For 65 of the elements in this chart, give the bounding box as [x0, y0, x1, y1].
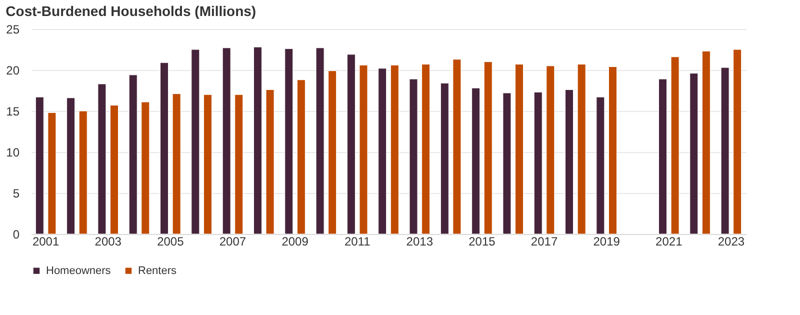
bar — [378, 68, 387, 234]
bar — [128, 74, 138, 234]
bar — [484, 62, 492, 234]
bar — [472, 88, 480, 234]
x-tick-label: 2017 — [530, 234, 558, 248]
y-tick-label: 25 — [6, 22, 20, 36]
bar — [78, 110, 88, 234]
bar — [328, 70, 337, 234]
y-tick-label: 0 — [12, 228, 20, 242]
legend-label: Homeowners — [46, 264, 112, 277]
bar — [253, 46, 262, 234]
bar — [409, 78, 418, 234]
legend-label: Renters — [138, 264, 178, 277]
bar — [658, 78, 667, 234]
bar — [596, 96, 605, 234]
bar — [234, 94, 244, 234]
y-tick-label: 10 — [6, 146, 20, 160]
bar — [141, 102, 150, 234]
bar — [191, 49, 200, 234]
bar — [670, 56, 680, 234]
x-tick-label: 2001 — [32, 234, 60, 248]
bar — [390, 64, 399, 234]
bar — [160, 62, 169, 234]
bar — [440, 82, 449, 234]
bar — [222, 48, 231, 234]
x-tick-label: 2023 — [718, 234, 745, 248]
bar — [422, 64, 430, 234]
x-tick-label: 2019 — [593, 234, 620, 248]
bar — [359, 64, 368, 234]
bar — [203, 94, 212, 234]
bar — [515, 64, 524, 234]
bar — [48, 112, 56, 234]
bar — [110, 105, 119, 234]
bar — [346, 54, 356, 234]
bar — [172, 94, 181, 234]
bar — [690, 73, 698, 234]
y-tick-label: 15 — [6, 104, 20, 118]
bar — [502, 92, 512, 234]
bar — [608, 66, 617, 234]
x-tick-label: 2003 — [94, 234, 122, 248]
bar — [98, 84, 106, 234]
y-tick-label: 20 — [6, 64, 20, 78]
bar — [577, 64, 586, 234]
bar — [266, 89, 274, 234]
bar — [546, 66, 555, 234]
x-tick-label: 2015 — [468, 234, 496, 248]
bar — [452, 59, 462, 234]
bar — [534, 92, 542, 234]
x-tick-label: 2007 — [219, 234, 246, 248]
chart-title: Cost-Burdened Households (Millions) — [6, 3, 256, 19]
y-tick-label: 5 — [12, 186, 20, 200]
bar — [66, 98, 76, 234]
bar — [35, 96, 44, 234]
x-tick-label: 2009 — [282, 234, 309, 248]
bar — [733, 49, 742, 234]
bar — [316, 48, 324, 234]
bar — [565, 89, 574, 234]
x-tick-label: 2011 — [344, 234, 371, 248]
bar — [284, 48, 294, 234]
x-tick-label: 2021 — [656, 234, 683, 248]
x-tick-label: 2005 — [157, 234, 184, 248]
x-tick-label: 2013 — [406, 234, 434, 248]
bar — [702, 50, 710, 234]
bar — [720, 67, 730, 234]
bar — [296, 80, 306, 234]
